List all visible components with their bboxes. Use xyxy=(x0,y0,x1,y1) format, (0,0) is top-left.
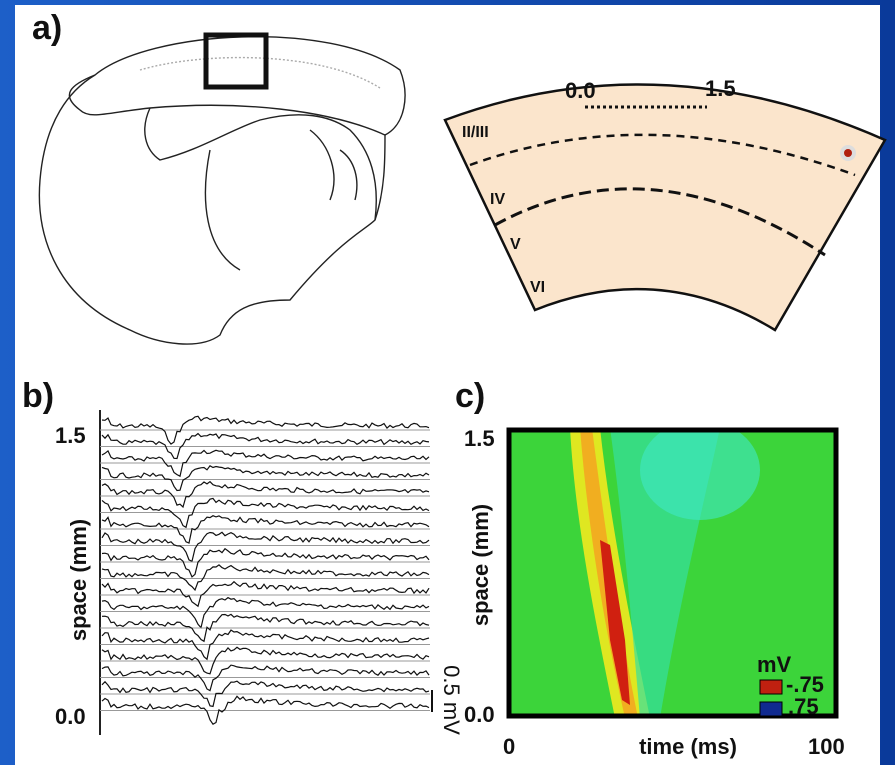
region-box xyxy=(203,32,269,90)
trace xyxy=(101,564,430,592)
colorbar-min xyxy=(759,701,783,717)
layer-boundary xyxy=(469,133,856,177)
colorbar-max xyxy=(759,679,783,695)
heatmap xyxy=(507,428,838,718)
panel-label: c) xyxy=(455,377,485,415)
scale-bar-label: 0.5 mV xyxy=(439,665,464,735)
trace xyxy=(101,580,430,608)
trace xyxy=(101,432,430,460)
layer-boundary xyxy=(494,187,826,257)
trace xyxy=(101,695,430,725)
y-top-label: 1.5 xyxy=(55,423,86,448)
y-bottom-label: 0.0 xyxy=(55,704,86,729)
trace xyxy=(101,547,430,578)
x-axis-label: time (ms) xyxy=(639,734,737,759)
x-start-label: 0 xyxy=(503,734,515,759)
y-top-label: 1.5 xyxy=(464,426,495,451)
colorbar-title: mV xyxy=(757,652,792,677)
heatmap-frame xyxy=(506,427,839,719)
colorbar-min-label: .75 xyxy=(788,694,819,719)
colorbar-max-label: -.75 xyxy=(786,672,824,697)
scale-label: 0.0 xyxy=(565,78,596,103)
trace xyxy=(101,449,430,478)
trace xyxy=(101,664,430,692)
layer-label: VI xyxy=(530,279,545,296)
trace xyxy=(101,646,430,675)
tissue-slab xyxy=(443,83,887,332)
y-bottom-label: 0.0 xyxy=(464,702,495,727)
trace xyxy=(101,596,430,629)
x-end-label: 100 xyxy=(808,734,845,759)
y-axis-label: space (mm) xyxy=(468,504,493,626)
trace xyxy=(101,497,430,529)
trace xyxy=(101,531,430,563)
trace xyxy=(101,629,430,661)
traces xyxy=(100,415,430,725)
trace xyxy=(101,515,430,544)
layer-label: II/III xyxy=(462,124,489,141)
layer-label: V xyxy=(510,236,521,253)
trace xyxy=(101,680,430,708)
trace xyxy=(101,465,430,492)
scale-label: 1.5 xyxy=(705,76,736,101)
trace xyxy=(101,415,430,445)
trace xyxy=(101,480,430,509)
panel-label: a) xyxy=(32,9,62,47)
panel-label: b) xyxy=(22,377,54,415)
trace xyxy=(101,613,430,643)
electrode xyxy=(844,149,852,157)
y-axis-label: space (mm) xyxy=(66,519,91,641)
brain-drawing xyxy=(38,35,406,345)
layer-label: IV xyxy=(490,191,505,208)
